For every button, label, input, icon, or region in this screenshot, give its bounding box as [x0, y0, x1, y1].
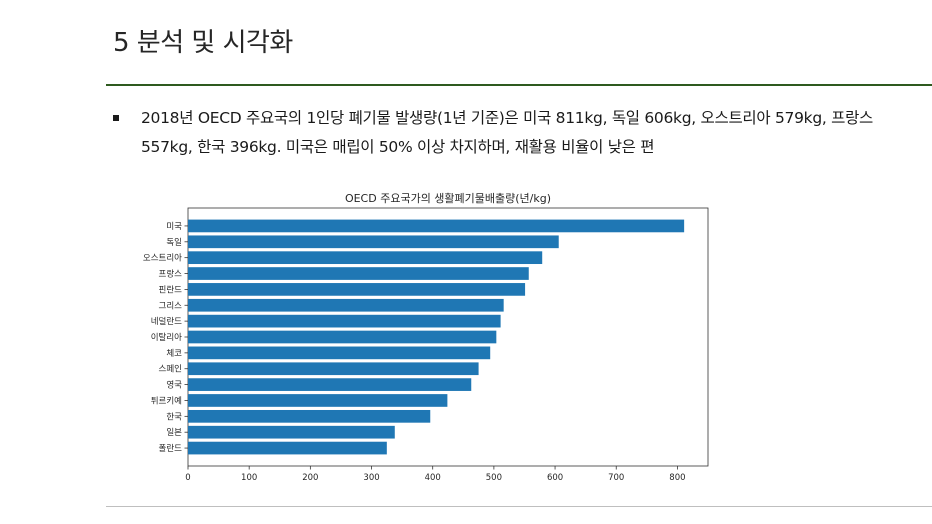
y-tick-label: 이탈리아: [151, 332, 182, 343]
bullet-text: 2018년 OECD 주요국의 1인당 폐기물 발생량(1년 기준)은 미국 8…: [141, 109, 873, 156]
bar-1: [188, 235, 559, 249]
bar-4: [188, 283, 526, 296]
title-divider: [106, 84, 932, 86]
x-tick-label: 100: [241, 473, 257, 483]
bar-8: [188, 346, 491, 360]
y-tick-label: 영국: [166, 380, 182, 391]
bar-9: [188, 362, 479, 376]
bar-14: [188, 441, 387, 455]
x-tick-label: 400: [425, 473, 441, 483]
y-tick-label: 폴란드: [159, 443, 183, 454]
y-tick-label: 그리스: [159, 301, 183, 311]
y-tick-label: 핀란드: [159, 284, 183, 295]
bar-7: [188, 330, 497, 344]
y-tick-label: 미국: [166, 222, 182, 232]
bullet-item: 2018년 OECD 주요국의 1인당 폐기물 발생량(1년 기준)은 미국 8…: [112, 104, 912, 162]
y-tick-label: 독일: [166, 238, 182, 248]
y-tick-label: 체코: [166, 348, 182, 359]
bar-3: [188, 267, 529, 280]
bar-11: [188, 394, 448, 407]
bar-12: [188, 409, 431, 423]
slide-title: 5 분석 및 시각화: [113, 28, 293, 58]
x-tick-label: 0: [185, 473, 190, 483]
bar-6: [188, 314, 501, 328]
x-tick-label: 200: [302, 473, 318, 483]
bar-13: [188, 425, 395, 439]
x-tick-label: 800: [669, 473, 685, 483]
bar-2: [188, 251, 543, 265]
chart-title: OECD 주요국가의 생활폐기물배출량(년/kg): [344, 192, 552, 205]
x-tick-label: 700: [608, 473, 624, 483]
bar-5: [188, 298, 504, 312]
bar-10: [188, 378, 472, 391]
bottom-divider: [106, 506, 932, 507]
y-tick-label: 프랑스: [159, 269, 183, 280]
y-tick-label: 튀르키예: [151, 395, 182, 406]
bar-0: [188, 219, 685, 233]
y-tick-label: 스페인: [159, 364, 182, 375]
square-bullet-icon: [113, 115, 119, 121]
y-tick-label: 오스트리아: [143, 253, 182, 264]
x-tick-label: 500: [486, 473, 502, 483]
y-tick-label: 네덜란드: [151, 316, 182, 327]
x-tick-label: 300: [363, 473, 379, 483]
bullet-list: 2018년 OECD 주요국의 1인당 폐기물 발생량(1년 기준)은 미국 8…: [112, 104, 912, 162]
y-tick-label: 일본: [166, 428, 182, 438]
y-tick-label: 한국: [166, 412, 182, 422]
x-tick-label: 600: [547, 473, 563, 483]
